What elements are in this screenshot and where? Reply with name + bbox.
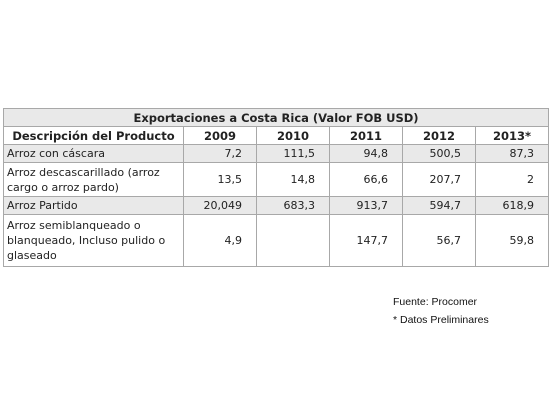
cell-2011: 913,7 bbox=[329, 196, 403, 215]
row-description: Arroz Partido bbox=[3, 196, 184, 215]
cell-2011: 66,6 bbox=[329, 162, 403, 197]
column-header-2012: 2012 bbox=[402, 126, 476, 145]
table-row: Arroz descascarillado (arroz cargo o arr… bbox=[3, 162, 550, 197]
cell-2009: 13,5 bbox=[183, 162, 257, 197]
table-row: Arroz semiblanqueado o blanqueado, Inclu… bbox=[3, 214, 550, 267]
row-description: Arroz con cáscara bbox=[3, 144, 184, 163]
cell-2010 bbox=[256, 214, 330, 267]
cell-2010: 111,5 bbox=[256, 144, 330, 163]
column-header-2009: 2009 bbox=[183, 126, 257, 145]
cell-2012: 500,5 bbox=[402, 144, 476, 163]
column-header-2011: 2011 bbox=[329, 126, 403, 145]
column-header-description: Descripción del Producto bbox=[3, 126, 184, 145]
cell-2009: 7,2 bbox=[183, 144, 257, 163]
table-row: Arroz con cáscara 7,2 111,5 94,8 500,5 8… bbox=[3, 144, 550, 163]
cell-2010: 14,8 bbox=[256, 162, 330, 197]
cell-2012: 594,7 bbox=[402, 196, 476, 215]
table-header-row: Descripción del Producto 2009 2010 2011 … bbox=[3, 126, 550, 145]
column-header-2013: 2013* bbox=[474, 126, 550, 145]
cell-2010: 683,3 bbox=[256, 196, 330, 215]
cell-2009: 4,9 bbox=[183, 214, 257, 267]
cell-2012: 207,7 bbox=[402, 162, 476, 197]
table-title: Exportaciones a Costa Rica (Valor FOB US… bbox=[2, 108, 550, 127]
cell-2013: 59,8 bbox=[474, 214, 550, 267]
table-title-row: Exportaciones a Costa Rica (Valor FOB US… bbox=[2, 108, 550, 127]
source-note: Fuente: Procomer bbox=[393, 296, 478, 308]
cell-2011: 94,8 bbox=[329, 144, 403, 163]
row-description: Arroz descascarillado (arroz cargo o arr… bbox=[3, 162, 184, 197]
preliminary-data-note: * Datos Preliminares bbox=[393, 314, 489, 326]
cell-2012: 56,7 bbox=[402, 214, 476, 267]
column-header-2010: 2010 bbox=[256, 126, 330, 145]
cell-2009: 20,049 bbox=[183, 196, 257, 215]
cell-2011: 147,7 bbox=[329, 214, 403, 267]
table-row: Arroz Partido 20,049 683,3 913,7 594,7 6… bbox=[3, 196, 550, 215]
cell-2013: 618,9 bbox=[474, 196, 550, 215]
cell-2013: 2 bbox=[474, 162, 550, 197]
row-description: Arroz semiblanqueado o blanqueado, Inclu… bbox=[3, 214, 184, 267]
exports-table: Exportaciones a Costa Rica (Valor FOB US… bbox=[2, 108, 550, 267]
cell-2013: 87,3 bbox=[474, 144, 550, 163]
